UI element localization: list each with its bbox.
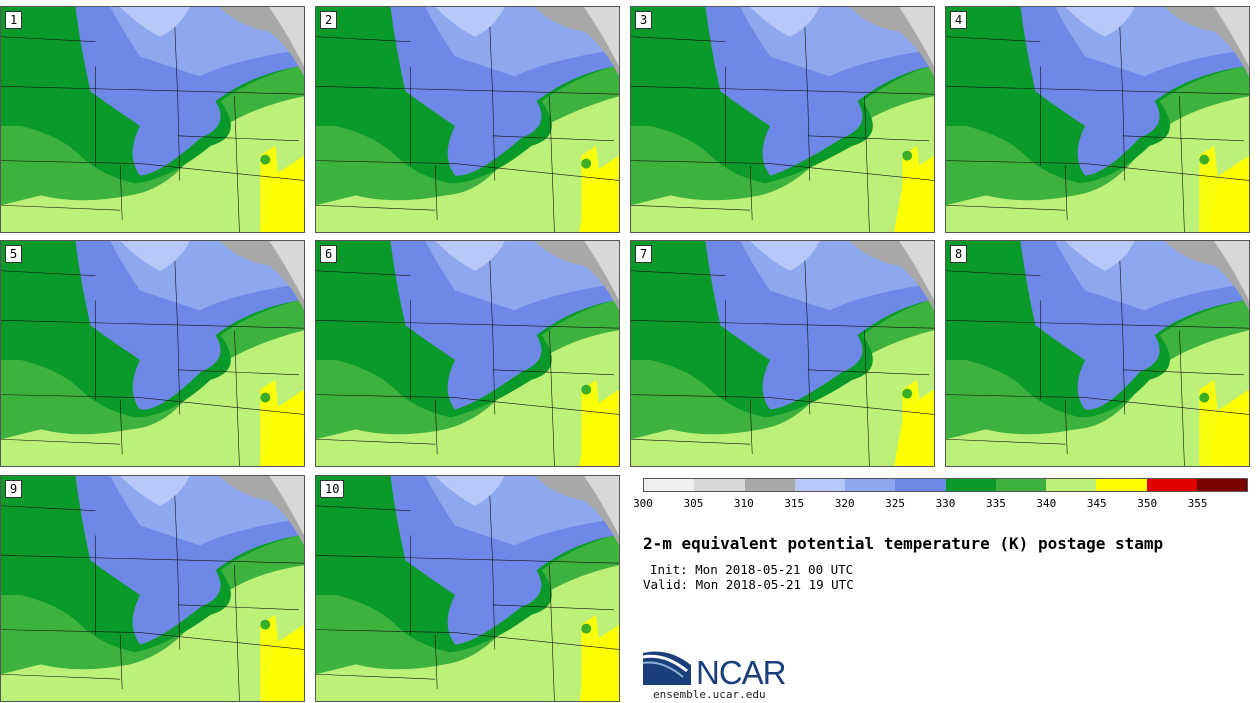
colorbar-swatch: [995, 479, 1046, 491]
site-url: ensemble.ucar.edu: [653, 688, 766, 701]
colorbar-swatch: [895, 479, 946, 491]
member-label: 10: [320, 480, 345, 498]
colorbar-swatch: [794, 479, 845, 491]
member-label: 2: [320, 11, 338, 29]
map-panel: 7: [630, 240, 935, 467]
colorbar-tick-label: 310: [733, 497, 754, 510]
member-label: 9: [5, 480, 23, 498]
map-panel: 2: [315, 6, 620, 233]
colorbar-swatch: [744, 479, 795, 491]
colorbar-ticks: 300 305 310 315 320 325 330 335 340 345 350 355: [633, 497, 1248, 511]
member-label: 6: [320, 245, 338, 263]
colorbar-swatch: [1046, 479, 1097, 491]
map-panel: 10: [315, 475, 620, 702]
map-panel: 6: [315, 240, 620, 467]
colorbar-tick-label: 320: [834, 497, 855, 510]
logo-text: NCAR: [696, 654, 787, 691]
plot-title: 2-m equivalent potential temperature (K)…: [643, 534, 1164, 553]
member-label: 3: [635, 11, 653, 29]
init-time: Init: Mon 2018-05-21 00 UTC: [650, 562, 854, 577]
colorbar-swatch: [945, 479, 996, 491]
colorbar-tick-label: 335: [985, 497, 1006, 510]
colorbar-swatch: [1096, 479, 1147, 491]
map-panel: 4: [945, 6, 1250, 233]
colorbar-swatch: [694, 479, 745, 491]
map-panel: 5: [0, 240, 305, 467]
map-panel: 3: [630, 6, 935, 233]
member-label: 1: [5, 11, 23, 29]
colorbar-swatch: [1196, 479, 1247, 491]
map-panel: 9: [0, 475, 305, 702]
colorbar-tick-label: 325: [885, 497, 906, 510]
member-label: 8: [950, 245, 968, 263]
valid-time: Valid: Mon 2018-05-21 19 UTC: [643, 577, 854, 592]
colorbar-tick-label: 300: [633, 497, 653, 510]
colorbar-tick-label: 340: [1036, 497, 1057, 510]
colorbar-tick-label: 330: [935, 497, 956, 510]
member-label: 5: [5, 245, 23, 263]
member-label: 4: [950, 11, 968, 29]
colorbar-tick-label: 315: [784, 497, 805, 510]
colorbar: [643, 478, 1248, 492]
colorbar-tick-label: 345: [1086, 497, 1107, 510]
colorbar-tick-label: 355: [1187, 497, 1208, 510]
ncar-logo-icon: [643, 651, 691, 685]
member-label: 7: [635, 245, 653, 263]
colorbar-swatch: [644, 479, 695, 491]
colorbar-tick-label: 305: [683, 497, 704, 510]
colorbar-swatch: [1146, 479, 1197, 491]
map-panel: 8: [945, 240, 1250, 467]
colorbar-tick-label: 350: [1137, 497, 1158, 510]
map-panel: 1: [0, 6, 305, 233]
colorbar-swatch: [845, 479, 896, 491]
